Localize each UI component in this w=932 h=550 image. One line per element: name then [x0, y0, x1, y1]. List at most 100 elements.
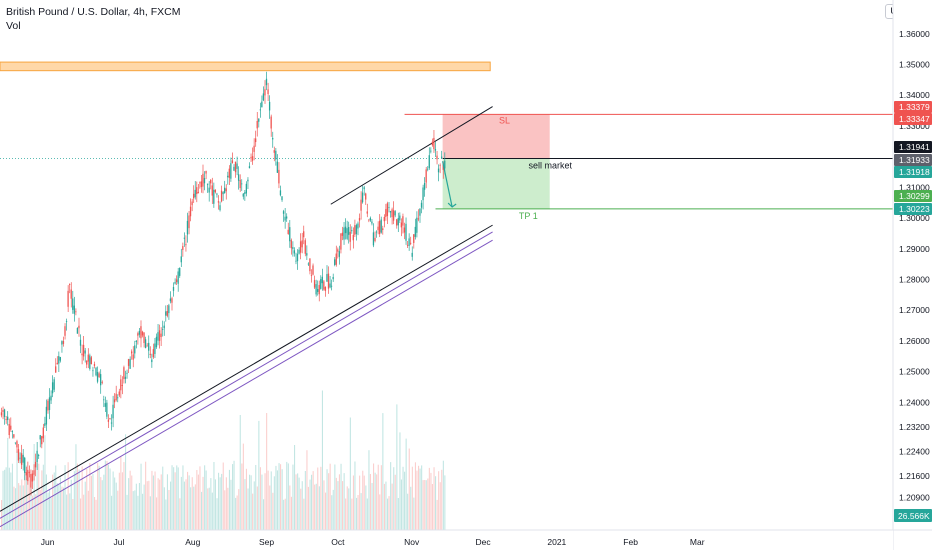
support-trendline-black[interactable] [0, 224, 493, 512]
candle-body [315, 284, 317, 295]
candle-body [84, 350, 86, 354]
candle-body [132, 354, 134, 360]
y-tick-label: 1.29000 [899, 244, 930, 254]
volume-bar [382, 413, 384, 530]
candle-body [188, 215, 190, 229]
candle-body [58, 356, 60, 364]
volume-bars [1, 390, 446, 530]
volume-bar [312, 471, 314, 530]
candle-body [293, 250, 296, 254]
candle-body [433, 137, 435, 150]
volume-bar [294, 445, 296, 530]
volume-bar [41, 470, 43, 530]
volume-bar [371, 483, 373, 530]
candle-body [177, 271, 179, 284]
resistance-trendline[interactable] [330, 106, 493, 205]
volume-bar [56, 483, 58, 530]
volume-bar [4, 469, 6, 530]
candle-body [344, 226, 347, 234]
candle-body [408, 238, 410, 246]
candle-body [92, 370, 94, 372]
candle-body [324, 287, 327, 291]
price-axis-background [893, 0, 932, 550]
volume-bar [67, 462, 69, 530]
volume-bar [58, 484, 60, 530]
candle-body [338, 251, 340, 257]
volume-bar [326, 469, 328, 530]
candle-body [340, 233, 342, 250]
volume-bar [142, 493, 144, 530]
candle-body [115, 393, 117, 401]
volume-bar [138, 483, 140, 530]
candle-body [284, 216, 286, 221]
volume-bar [258, 420, 260, 530]
support-trendline-purple-2[interactable] [0, 239, 493, 528]
candle-body [230, 163, 232, 179]
volume-bar [419, 468, 421, 530]
candle-body [262, 93, 265, 101]
volume-bar [352, 475, 354, 530]
candle-body [380, 219, 382, 233]
take-profit-zone [442, 158, 550, 209]
candle-body [2, 410, 4, 412]
volume-bar [204, 465, 206, 530]
volume-bar [76, 463, 78, 530]
candle-body [76, 327, 79, 334]
tp-label: TP 1 [519, 211, 538, 221]
candle-body [180, 256, 182, 263]
volume-bar [210, 478, 212, 530]
candle-body [428, 155, 430, 169]
candle-body [402, 216, 404, 226]
candle-body [430, 150, 432, 152]
volume-bar [216, 498, 218, 530]
volume-bar [106, 461, 108, 530]
volume-bar [286, 461, 288, 530]
volume-bar [137, 495, 139, 530]
volume-bar [363, 475, 365, 530]
candle-body [334, 259, 336, 266]
candle-body [219, 205, 221, 211]
candle-body [320, 279, 322, 289]
volume-bar [385, 481, 387, 530]
x-tick-label: Jun [41, 537, 55, 547]
volume-tag [894, 509, 932, 522]
volume-bar [342, 481, 344, 530]
candle-body [154, 343, 156, 354]
volume-bar [315, 483, 317, 530]
volume-tag-label: 26.566K [898, 511, 930, 521]
volume-bar [165, 499, 167, 530]
candle-body [172, 287, 175, 291]
price-tag-label: 1.30223 [899, 204, 930, 214]
support-trendline-purple-1[interactable] [0, 231, 493, 519]
candle-body [348, 227, 350, 235]
volume-bar [87, 490, 89, 530]
candle-body [213, 189, 215, 204]
candle-body [329, 283, 331, 288]
candle-body [265, 78, 268, 86]
volume-bar [211, 492, 213, 530]
volume-bar [38, 463, 40, 530]
volume-bar [86, 469, 88, 530]
price-axis[interactable]: 1.36000 1.35000 1.34000 1.33000 1.31000 1.300… [892, 0, 932, 550]
candle-body [96, 371, 99, 382]
volume-bar [263, 499, 265, 530]
time-axis[interactable]: Jun Jul Aug Sep Oct Nov Dec 2021 Feb Mar [0, 529, 932, 550]
candle-body [89, 355, 91, 369]
candle-body [126, 372, 128, 374]
candle-body [106, 402, 108, 417]
candle-body [403, 227, 406, 233]
candle-body [78, 325, 80, 329]
candle-body [290, 240, 292, 249]
volume-bar [390, 462, 392, 530]
candle-body [379, 220, 381, 235]
candle-body [73, 305, 75, 314]
candle-body [183, 237, 185, 239]
volume-bar [289, 485, 291, 530]
volume-bar [351, 498, 353, 530]
candle-body [231, 160, 234, 163]
volume-bar [348, 488, 350, 530]
candle-body [327, 273, 330, 289]
volume-bar [47, 492, 49, 530]
candle-body [296, 253, 299, 262]
